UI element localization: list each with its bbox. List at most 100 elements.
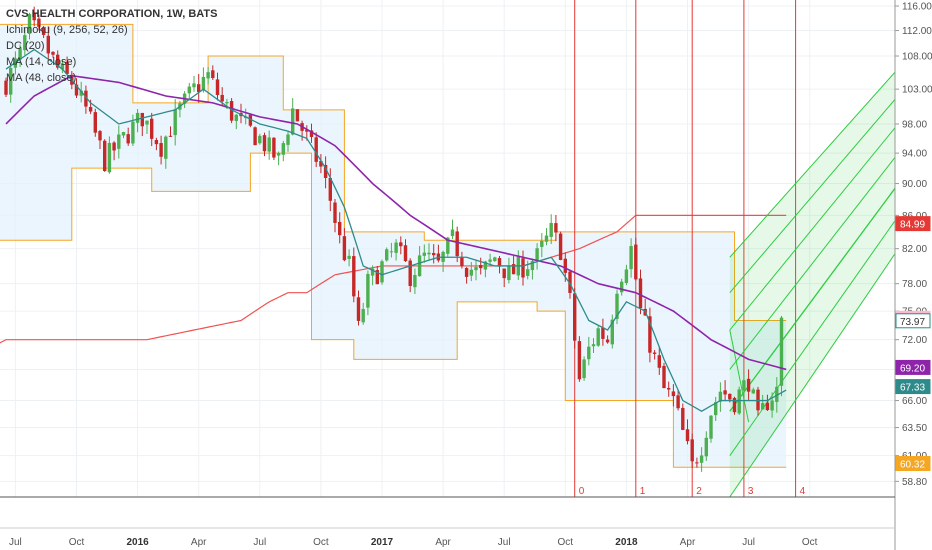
candles <box>4 6 784 472</box>
pitchfork-line <box>729 88 928 331</box>
x-tick-label: Apr <box>191 537 207 548</box>
candle-body <box>229 101 234 121</box>
donchian-upper-line <box>0 23 787 322</box>
x-tick-label: 2016 <box>126 537 149 548</box>
candle-body <box>140 112 144 127</box>
candle-body <box>380 261 384 283</box>
candle-body <box>723 390 727 395</box>
time-axis-bg <box>0 497 895 550</box>
candle-body <box>65 61 69 74</box>
y-tick-label: 103.00 <box>902 85 932 96</box>
y-tick-label: 66.00 <box>902 396 927 407</box>
legend-ma-fast[interactable]: MA (14, close) <box>6 56 77 68</box>
candle-body <box>117 134 121 149</box>
candle-body <box>709 415 713 439</box>
candle-body <box>150 118 154 139</box>
candle-body <box>460 256 464 267</box>
candle-body <box>248 114 253 126</box>
cycle-label-0: 0 <box>579 486 585 497</box>
candle-body <box>432 253 436 256</box>
candle-body <box>464 268 469 277</box>
candle-body <box>779 317 784 386</box>
y-tick-label: 82.00 <box>902 244 927 255</box>
candle-body <box>342 236 347 261</box>
candle-body <box>84 90 88 107</box>
candle-body <box>714 402 718 416</box>
pitchfork-base <box>729 329 750 423</box>
candle-body <box>549 222 553 237</box>
x-tick-label: Oct <box>69 537 85 548</box>
price-badge-label: 69.20 <box>900 363 925 374</box>
x-tick-label: Oct <box>802 537 818 548</box>
price-badge: 84.99 <box>895 216 931 232</box>
candle-body <box>507 265 511 281</box>
x-tick-label: Oct <box>313 537 329 548</box>
y-tick-label: 116.00 <box>902 2 932 13</box>
candle-body <box>751 389 755 394</box>
candle-body <box>394 242 398 253</box>
candle-body <box>554 223 558 233</box>
candle-body <box>540 240 544 247</box>
candle-body <box>93 112 97 133</box>
x-tick-label: Jul <box>9 537 22 548</box>
candle-body <box>295 109 300 122</box>
candle-body <box>4 80 8 95</box>
candle-body <box>526 269 530 276</box>
legend-dc[interactable]: DC (20) <box>6 40 45 52</box>
candle-body <box>662 365 666 389</box>
candle-body <box>446 237 450 254</box>
legend-title: CVS HEALTH CORPORATION, 1W, BATS <box>6 8 218 20</box>
legend-ichimoku[interactable]: Ichimoku (9, 256, 52, 26) <box>6 24 128 36</box>
candle-body <box>253 127 257 146</box>
candle-body <box>765 402 770 411</box>
candle-body <box>309 130 314 137</box>
candle-body <box>286 134 290 145</box>
candle-body <box>746 378 751 392</box>
price-badge-label: 67.33 <box>900 383 925 394</box>
candle-body <box>56 54 60 68</box>
candle-body <box>319 160 323 167</box>
y-tick-label: 108.00 <box>902 51 932 62</box>
price-badge-bg <box>895 216 931 232</box>
price-badge-bg <box>895 359 931 375</box>
candle-body <box>145 120 149 125</box>
candle-body <box>291 108 295 135</box>
candle-body <box>126 134 130 144</box>
candle-body <box>427 252 431 255</box>
candle-body <box>667 387 671 390</box>
candle-body <box>521 258 525 278</box>
candle-body <box>483 261 488 270</box>
pitchfork-line <box>729 61 928 294</box>
candle-body <box>276 153 281 156</box>
candle-body <box>215 79 220 96</box>
legend-ma-slow[interactable]: MA (48, close) <box>6 72 77 84</box>
candle-body <box>197 84 201 93</box>
candle-body <box>366 273 370 308</box>
candle-body <box>629 246 633 270</box>
candle-body <box>634 244 638 280</box>
y-tick-label: 90.00 <box>902 179 927 190</box>
candle-body <box>88 106 93 112</box>
y-tick-label: 98.00 <box>902 119 927 130</box>
candle-body <box>121 132 126 136</box>
candle-body <box>333 202 337 223</box>
candle-body <box>370 268 375 276</box>
candle-body <box>587 346 591 360</box>
candle-body <box>479 265 483 269</box>
candle-body <box>192 83 196 88</box>
candle-body <box>695 462 699 464</box>
x-tick-label: Apr <box>680 537 696 548</box>
candle-body <box>742 380 746 391</box>
candle-body <box>206 72 210 79</box>
candle-body <box>41 27 46 35</box>
candle-body <box>18 48 22 60</box>
candle-body <box>582 359 586 379</box>
cycle-label-4: 4 <box>800 486 806 497</box>
candle-body <box>577 341 582 380</box>
candle-body <box>154 139 159 145</box>
candle-body <box>225 101 229 104</box>
chart-legend: CVS HEALTH CORPORATION, 1W, BATS Ichimok… <box>6 6 217 86</box>
candle-body <box>27 14 32 34</box>
